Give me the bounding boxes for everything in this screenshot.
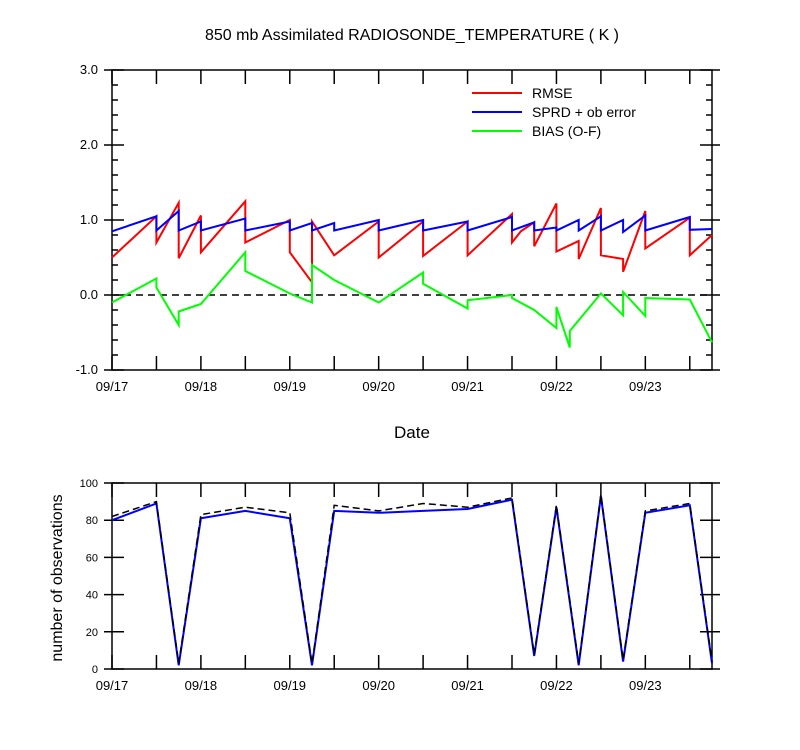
series-line-sprd-ob-error <box>111 208 713 234</box>
bottom-plot-frame <box>111 482 713 670</box>
series-line-bias-o-f <box>111 249 713 348</box>
y-tick-label: 0 <box>92 664 98 676</box>
y-tick-label: 20 <box>86 627 98 639</box>
y-tick-label: 3.0 <box>80 62 98 77</box>
x-tick-label: 09/22 <box>540 379 573 394</box>
x-tick-label: 09/20 <box>362 678 395 693</box>
y-tick-label: 1.0 <box>80 212 98 227</box>
x-tick-label: 09/23 <box>629 678 662 693</box>
x-tick-label: 09/18 <box>185 678 218 693</box>
x-tick-label: 09/19 <box>274 379 307 394</box>
y-tick-label: 80 <box>86 515 98 527</box>
chart-title: 850 mb Assimilated RADIOSONDE_TEMPERATUR… <box>205 27 619 44</box>
x-tick-label: 09/23 <box>629 379 662 394</box>
legend-label: SPRD + ob error <box>532 104 636 120</box>
x-tick-label: 09/20 <box>362 379 395 394</box>
x-tick-label: 09/17 <box>96 678 129 693</box>
x-tick-label: 09/19 <box>274 678 307 693</box>
y-tick-label: 2.0 <box>80 137 98 152</box>
x-tick-label: 09/21 <box>451 678 484 693</box>
y-tick-label: 0.0 <box>80 287 98 302</box>
y-tick-label: 40 <box>86 590 98 602</box>
x-tick-label: 09/18 <box>185 379 218 394</box>
y-tick-label: 60 <box>86 552 98 564</box>
series-line-observations <box>111 495 713 666</box>
series-line-observations-dashed <box>111 494 713 664</box>
legend-label: BIAS (O-F) <box>532 123 601 139</box>
x-tick-label: 09/21 <box>451 379 484 394</box>
y-axis-label-observations: number of observations <box>49 494 66 661</box>
x-tick-label: 09/17 <box>96 379 129 394</box>
y-tick-label: -1.0 <box>76 362 98 377</box>
x-tick-label: 09/22 <box>540 678 573 693</box>
x-axis-label: Date <box>394 423 430 442</box>
legend-label: RMSE <box>532 85 572 101</box>
y-tick-label: 100 <box>80 478 98 490</box>
series-line-rmse <box>111 198 713 286</box>
legend: RMSE SPRD + ob error BIAS (O-F) <box>472 85 636 139</box>
